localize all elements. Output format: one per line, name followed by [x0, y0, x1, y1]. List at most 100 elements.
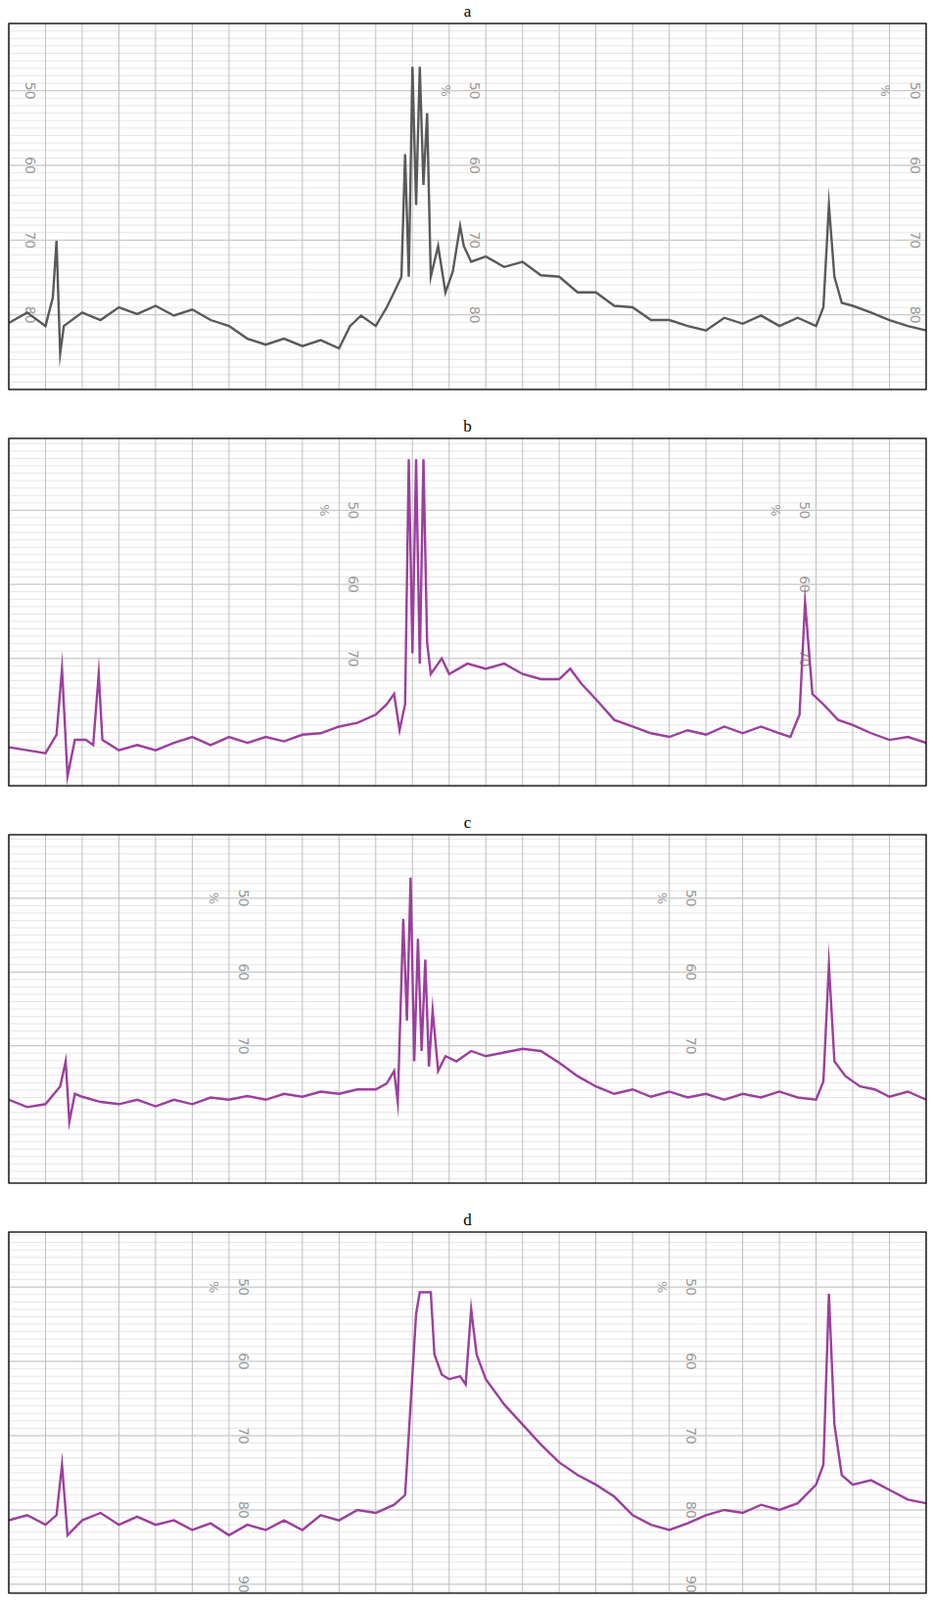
- y-tick-label: 70: [235, 1427, 252, 1446]
- minor-grid: [8, 38, 927, 40]
- x-grid: [595, 438, 597, 787]
- y-tick-label: 70: [907, 231, 924, 249]
- minor-grid: [8, 60, 927, 62]
- minor-grid: [8, 466, 927, 467]
- minor-grid: [8, 1164, 927, 1166]
- minor-grid: [8, 67, 927, 69]
- minor-grid: [8, 576, 927, 578]
- x-grid: [852, 23, 854, 390]
- plot-area: [8, 1232, 927, 1594]
- panel-title: b: [463, 417, 472, 436]
- minor-grid: [8, 1024, 927, 1026]
- minor-grid: [8, 1170, 927, 1172]
- x-grid: [81, 1232, 83, 1594]
- minor-grid: [8, 351, 927, 353]
- minor-grid: [8, 52, 927, 54]
- y-tick-label: 80: [907, 306, 924, 325]
- x-grid: [228, 23, 230, 390]
- minor-grid: [8, 1308, 927, 1310]
- x-grid: [265, 1232, 267, 1594]
- y-tick-label: 70: [683, 1037, 700, 1056]
- minor-grid: [8, 524, 927, 526]
- x-grid: [191, 23, 193, 390]
- x-grid: [191, 438, 193, 787]
- x-grid: [632, 23, 634, 390]
- minor-grid: [8, 1577, 927, 1579]
- minor-grid: [8, 1436, 927, 1438]
- x-grid: [118, 23, 120, 390]
- minor-grid: [8, 1391, 927, 1393]
- minor-grid: [8, 1287, 927, 1289]
- minor-grid: [8, 495, 927, 497]
- minor-grid: [8, 1399, 927, 1400]
- y-axis-label: %: [438, 85, 454, 97]
- y-tick-label: 60: [345, 575, 362, 594]
- minor-grid: [8, 1554, 927, 1556]
- minor-grid: [8, 709, 927, 711]
- x-grid: [265, 835, 267, 1184]
- minor-grid: [8, 1235, 927, 1237]
- minor-grid: [8, 702, 927, 704]
- x-grid: [742, 23, 744, 390]
- x-grid: [412, 1232, 414, 1594]
- minor-grid: [8, 336, 927, 338]
- y-tick-label: 60: [235, 1352, 252, 1371]
- x-grid: [45, 438, 47, 787]
- minor-grid: [8, 194, 927, 196]
- x-grid: [779, 835, 781, 1184]
- x-grid: [559, 23, 560, 390]
- y-tick-label: 60: [683, 1352, 700, 1371]
- figure: a5060708050607080%50607080%b506070%50607…: [0, 0, 933, 1600]
- x-grid: [888, 1232, 890, 1594]
- minor-grid: [8, 1324, 927, 1326]
- minor-grid: [8, 1413, 927, 1415]
- y-tick-label: 50: [796, 502, 813, 520]
- minor-grid: [8, 1089, 927, 1091]
- x-grid: [742, 1232, 744, 1594]
- x-grid: [705, 1232, 707, 1594]
- y-grid: [8, 1436, 927, 1438]
- minor-grid: [8, 1105, 927, 1107]
- minor-grid: [8, 127, 927, 129]
- x-grid: [668, 438, 670, 787]
- minor-grid: [8, 104, 927, 106]
- minor-grid: [8, 724, 927, 726]
- panel: d5060708090%5060708090%: [8, 1211, 927, 1594]
- x-grid: [118, 835, 120, 1184]
- x-grid: [521, 1232, 523, 1594]
- minor-grid: [8, 45, 927, 47]
- x-grid: [265, 438, 267, 787]
- minor-grid: [8, 554, 927, 556]
- minor-grid: [8, 883, 927, 885]
- minor-grid: [8, 1126, 927, 1128]
- minor-grid: [8, 532, 927, 534]
- minor-grid: [8, 344, 927, 346]
- minor-grid: [8, 680, 927, 682]
- trace: [8, 878, 927, 1123]
- y-tick-label: 50: [907, 82, 924, 100]
- minor-grid: [8, 732, 927, 734]
- minor-grid: [8, 628, 927, 630]
- x-grid: [815, 835, 817, 1184]
- minor-grid: [8, 1457, 927, 1459]
- x-grid: [81, 23, 83, 390]
- minor-grid: [8, 599, 927, 601]
- minor-grid: [8, 1517, 927, 1519]
- minor-grid: [8, 1339, 927, 1341]
- x-grid: [374, 438, 376, 787]
- minor-grid: [8, 868, 927, 870]
- y-tick-label: 90: [683, 1576, 700, 1594]
- minor-grid: [8, 373, 927, 375]
- minor-grid: [8, 942, 927, 944]
- x-grid: [852, 835, 854, 1184]
- minor-grid: [8, 876, 927, 878]
- minor-grid: [8, 1584, 927, 1586]
- minor-grid: [8, 972, 927, 974]
- y-grid: [8, 1045, 927, 1047]
- minor-grid: [8, 839, 927, 840]
- minor-grid: [8, 1264, 927, 1266]
- x-grid: [301, 1232, 303, 1594]
- minor-grid: [8, 112, 927, 114]
- x-grid: [45, 1232, 47, 1594]
- minor-grid: [8, 1488, 927, 1490]
